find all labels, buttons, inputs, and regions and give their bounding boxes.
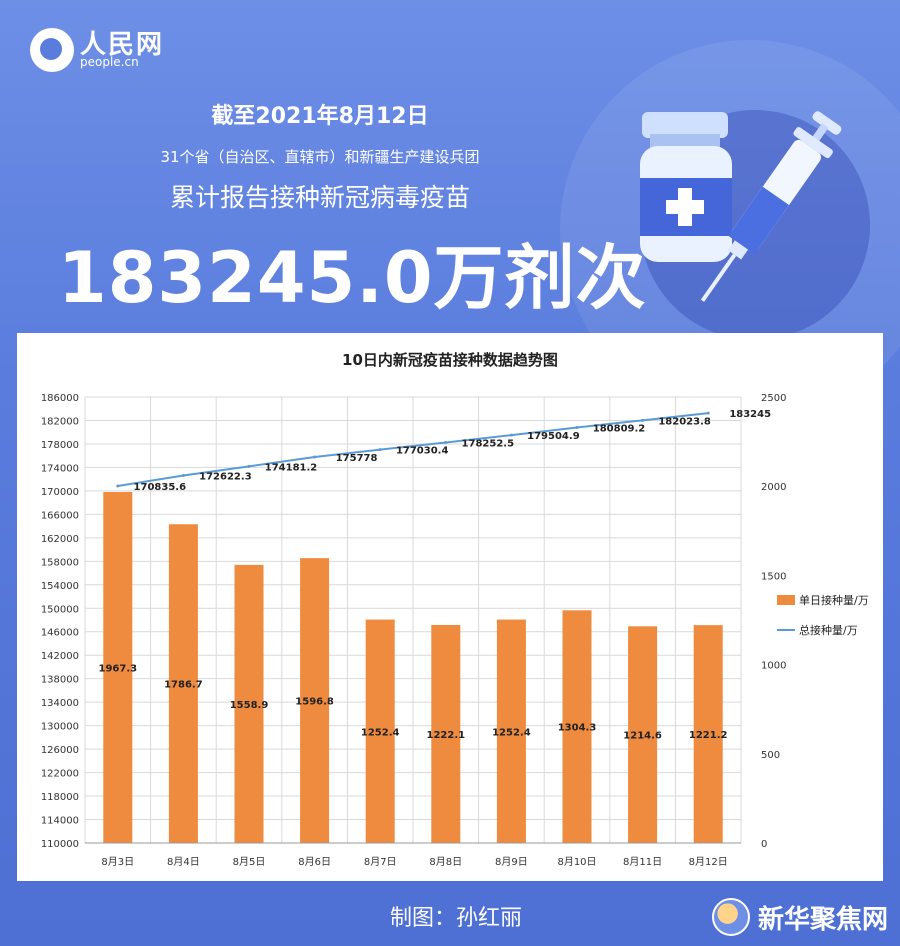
chart-title: 10日内新冠疫苗接种数据趋势图	[342, 351, 558, 369]
y-right-tick-label: 2000	[761, 482, 786, 493]
line-value-label: 175778	[336, 453, 378, 464]
y-left-tick-label: 150000	[41, 604, 79, 615]
bar	[496, 619, 526, 843]
bar	[234, 564, 264, 843]
headline-date: 截至2021年8月12日	[211, 104, 429, 129]
line-value-label: 182023.8	[658, 416, 711, 427]
footer-brand-name: 新华聚焦网	[758, 904, 889, 935]
bar	[693, 625, 723, 843]
vaccine-illustration	[640, 111, 842, 302]
x-tick-label: 8月11日	[623, 856, 662, 868]
bar	[300, 558, 330, 843]
y-left-tick-label: 118000	[41, 792, 79, 803]
headline-big-number: 183245.0万剂次	[58, 237, 647, 319]
y-left-tick-label: 146000	[41, 628, 79, 639]
y-left-tick-label: 154000	[41, 581, 79, 592]
people-cn-logo-icon	[30, 28, 74, 72]
y-left-tick-label: 142000	[41, 651, 79, 662]
bar-value-label: 1558.9	[230, 700, 269, 711]
y-left-tick-label: 126000	[41, 745, 79, 756]
line-point	[444, 440, 448, 444]
x-tick-label: 8月7日	[364, 856, 397, 868]
line-point	[247, 464, 251, 468]
trend-chart: 10日内新冠疫苗接种数据趋势图 1967.3 1786.7 1558.9 1596.8…	[41, 351, 869, 868]
bar	[628, 626, 658, 843]
line-point	[116, 484, 120, 488]
line-point	[509, 433, 513, 437]
y-left-tick-label: 170000	[41, 487, 79, 498]
line-value-label: 180809.2	[593, 423, 646, 434]
y-right-tick-label: 1500	[761, 571, 786, 582]
y-right-tick-label: 500	[761, 750, 780, 761]
line-value-label: 174181.2	[265, 462, 318, 473]
bar-value-label: 1252.4	[492, 727, 531, 738]
y-right-tick-label: 0	[761, 839, 767, 850]
y-left-tick-label: 182000	[41, 416, 79, 427]
line-value-label: 183245	[729, 409, 771, 420]
y-left-tick-label: 158000	[41, 557, 79, 568]
y-left-tick-label: 130000	[41, 722, 79, 733]
line-point	[575, 425, 579, 429]
bar-value-label: 1967.3	[99, 664, 138, 675]
y-right-tick-label: 1000	[761, 661, 786, 672]
y-left-tick-label: 178000	[41, 440, 79, 451]
bar-value-label: 1304.3	[558, 723, 597, 734]
bar	[103, 492, 133, 843]
y-left-tick-label: 166000	[41, 510, 79, 521]
line-value-label: 172622.3	[199, 472, 252, 483]
y-right-tick-label: 2500	[761, 393, 786, 404]
line-point	[378, 448, 382, 452]
bar-value-label: 1221.2	[689, 730, 728, 741]
x-tick-label: 8月5日	[233, 856, 266, 868]
y-left-tick-label: 110000	[41, 839, 79, 850]
headline-subtitle2: 累计报告接种新冠病毒疫苗	[169, 183, 470, 212]
x-tick-label: 8月6日	[298, 856, 331, 868]
y-left-tick-label: 162000	[41, 534, 79, 545]
y-left-tick-label: 114000	[41, 816, 79, 827]
bar	[168, 524, 198, 843]
line-point	[313, 455, 317, 459]
line-value-label: 179504.9	[527, 431, 580, 442]
x-tick-label: 8月9日	[495, 856, 528, 868]
legend-bar-label: 单日接种量/万	[799, 593, 869, 607]
line-point	[641, 418, 645, 422]
vaccine-bottle-icon	[640, 112, 732, 262]
y-left-tick-label: 122000	[41, 769, 79, 780]
x-tick-label: 8月10日	[557, 856, 596, 868]
x-tick-label: 8月3日	[101, 856, 134, 868]
y-left-tick-label: 134000	[41, 698, 79, 709]
line-value-label: 170835.6	[134, 482, 187, 493]
x-tick-label: 8月8日	[429, 856, 462, 868]
x-tick-label: 8月12日	[689, 856, 728, 868]
legend-line-label: 总接种量/万	[799, 623, 858, 637]
bar-value-label: 1222.1	[427, 730, 466, 741]
bar-value-label: 1596.8	[295, 697, 334, 708]
line-value-label: 178252.5	[462, 438, 515, 449]
line-value-label: 177030.4	[396, 446, 449, 457]
headline-subtitle: 31个省（自治区、直辖市）和新疆生产建设兵团	[160, 148, 480, 166]
legend-bar-swatch	[777, 595, 795, 605]
bar	[431, 624, 461, 843]
bar-value-label: 1252.4	[361, 727, 400, 738]
syringe-icon	[700, 111, 842, 302]
bar	[365, 619, 395, 843]
y-left-tick-label: 186000	[41, 393, 79, 404]
x-tick-label: 8月4日	[167, 856, 200, 868]
total-line	[117, 412, 709, 487]
line-point	[181, 474, 185, 478]
chart-panel: 10日内新冠疫苗接种数据趋势图 1967.3 1786.7 1558.9 1596.8…	[17, 333, 883, 881]
line-point	[706, 411, 710, 415]
bar-value-label: 1786.7	[164, 680, 203, 691]
logo-domain: people.cn	[80, 54, 139, 69]
bar	[562, 610, 592, 843]
footer-brand: 新华聚焦网	[712, 898, 888, 936]
y-left-tick-label: 174000	[41, 463, 79, 474]
footer-credit: 制图：孙红丽	[390, 906, 523, 931]
people-cn-logo: 人民网 people.cn	[30, 28, 164, 72]
y-left-tick-label: 138000	[41, 675, 79, 686]
brand-icon	[712, 898, 750, 936]
logo-name: 人民网	[80, 30, 165, 61]
bar-value-label: 1214.6	[623, 731, 662, 742]
